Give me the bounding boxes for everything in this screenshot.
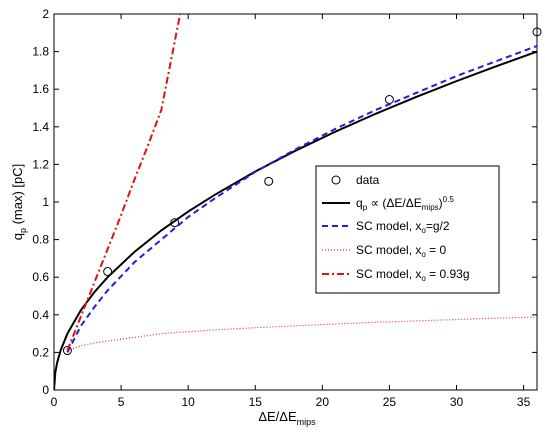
y-tick-label: 0	[42, 383, 49, 397]
x-tick-label: 35	[517, 395, 531, 409]
legend-box	[315, 165, 500, 294]
y-tick-label: 1.2	[32, 157, 49, 171]
x-tick-label: 0	[51, 395, 58, 409]
y-tick-label: 0.8	[32, 233, 49, 247]
y-tick-label: 1.6	[32, 82, 49, 96]
x-tick-label: 10	[181, 395, 195, 409]
legend-item-power-law: qp ∝ (ΔE/ΔEmips)0.5	[322, 195, 454, 212]
y-tick-label: 1.4	[32, 120, 49, 134]
x-tick-label: 20	[316, 395, 330, 409]
x-axis-label-sub: mips	[297, 417, 317, 427]
data-point	[62, 346, 72, 356]
y-axis-label-sub: p	[18, 228, 28, 233]
y-tick-label: 0.2	[32, 345, 49, 359]
y-tick-label: 0.6	[32, 270, 49, 284]
x-tick-label: 30	[450, 395, 464, 409]
x-tick-label: 15	[249, 395, 263, 409]
x-tick-label: 25	[383, 395, 397, 409]
legend-label-sc-zero: SC model, xo = 0	[356, 243, 446, 259]
data-point	[103, 267, 113, 277]
legend-item-sc-zero: SC model, xo = 0	[322, 243, 446, 259]
y-axis-label-main: q	[10, 233, 25, 240]
x-axis-label: ΔE/ΔEmips	[258, 409, 316, 427]
legend: data qp ∝ (ΔE/ΔEmips)0.5 SC model, xo=g/…	[315, 165, 500, 294]
y-axis-label: qp (max) [pC]	[10, 164, 28, 241]
legend-item-sc-093: SC model, xo = 0.93g	[322, 267, 470, 283]
legend-label-sc-093: SC model, xo = 0.93g	[356, 267, 470, 283]
data-point	[532, 27, 542, 37]
legend-marker-data	[331, 175, 341, 185]
y-tick-label: 1.8	[32, 45, 49, 59]
legend-label-data: data	[356, 173, 380, 187]
series-1-line	[54, 50, 537, 390]
data-point	[264, 176, 274, 186]
series-2-line	[66, 45, 537, 353]
y-axis-label-tail: (max) [pC]	[10, 164, 25, 228]
series-4-line	[66, 14, 182, 351]
x-tick-label: 5	[118, 395, 125, 409]
legend-item-sc-half: SC model, xo=g/2	[322, 219, 450, 235]
x-axis-label-main: ΔE/ΔE	[258, 409, 297, 424]
legend-label-sc-half: SC model, xo=g/2	[356, 219, 450, 235]
y-tick-label: 1	[42, 195, 49, 209]
legend-label-power-law: qp ∝ (ΔE/ΔEmips)0.5	[356, 195, 454, 212]
x-axis: 0 5 10 15 20 25 30 35	[51, 14, 531, 409]
legend-item-data: data	[331, 173, 380, 187]
series-layer	[54, 14, 542, 390]
y-tick-label: 0.4	[32, 308, 49, 322]
y-axis: 0 0.2 0.4 0.6 0.8 1 1.2 1.4 1.6 1.8 2	[32, 7, 537, 397]
y-tick-label: 2	[42, 7, 49, 21]
